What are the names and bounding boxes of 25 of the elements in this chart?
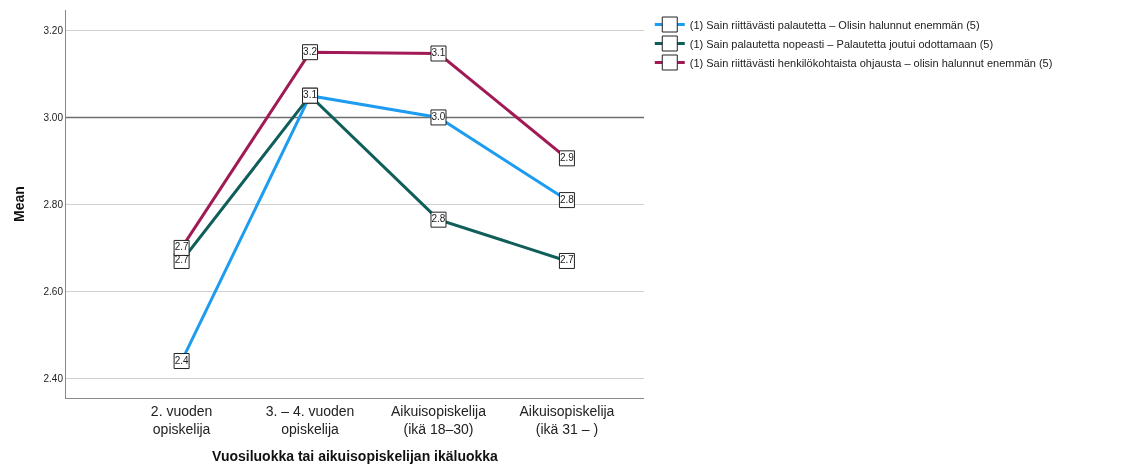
data-label: 2.8 bbox=[559, 193, 575, 205]
data-label: 2.7 bbox=[559, 254, 575, 266]
legend-label: (1) Sain riittävästi palautetta – Olisin halunnut enemmän (5) bbox=[689, 18, 980, 31]
data-label: 2.9 bbox=[559, 151, 575, 163]
y-tick-label: 3.20 bbox=[43, 24, 64, 36]
legend-label: (1) Sain riittävästi henkilökohtaista ohjausta – olisin halunnut enemmän (5) bbox=[689, 56, 1053, 69]
x-tick-label: Aikuisopiskelija (ikä 31 – ) bbox=[519, 402, 615, 437]
data-label: 3.0 bbox=[431, 110, 446, 122]
x-tick-label: 3. – 4. vuoden opiskelija bbox=[265, 402, 355, 437]
data-label: 2.8 bbox=[431, 213, 446, 225]
data-label: 2.4 bbox=[174, 354, 189, 366]
y-tick-label: 2.80 bbox=[43, 198, 64, 210]
data-label: 3.2 bbox=[303, 45, 318, 57]
x-tick-label: Aikuisopiskelija (ikä 18–30) bbox=[391, 402, 487, 437]
y-tick-label: 3.00 bbox=[43, 111, 64, 123]
data-label: 3.1 bbox=[303, 89, 318, 101]
legend-label: (1) Sain palautetta nopeasti – Palautetta joutui odottamaan (5) bbox=[689, 37, 994, 50]
x-tick-label: 2. vuoden opiskelija bbox=[150, 402, 213, 437]
x-axis-title: Vuosiluokka tai aikuisopiskelijan ikäluokka bbox=[212, 448, 499, 465]
data-label: 3.1 bbox=[431, 47, 446, 58]
data-label: 2.7 bbox=[174, 254, 189, 266]
y-tick-label: 2.40 bbox=[43, 372, 64, 384]
y-axis-title: Mean bbox=[11, 186, 28, 222]
data-label: 2.7 bbox=[174, 241, 189, 253]
y-tick-label: 2.60 bbox=[43, 285, 64, 297]
